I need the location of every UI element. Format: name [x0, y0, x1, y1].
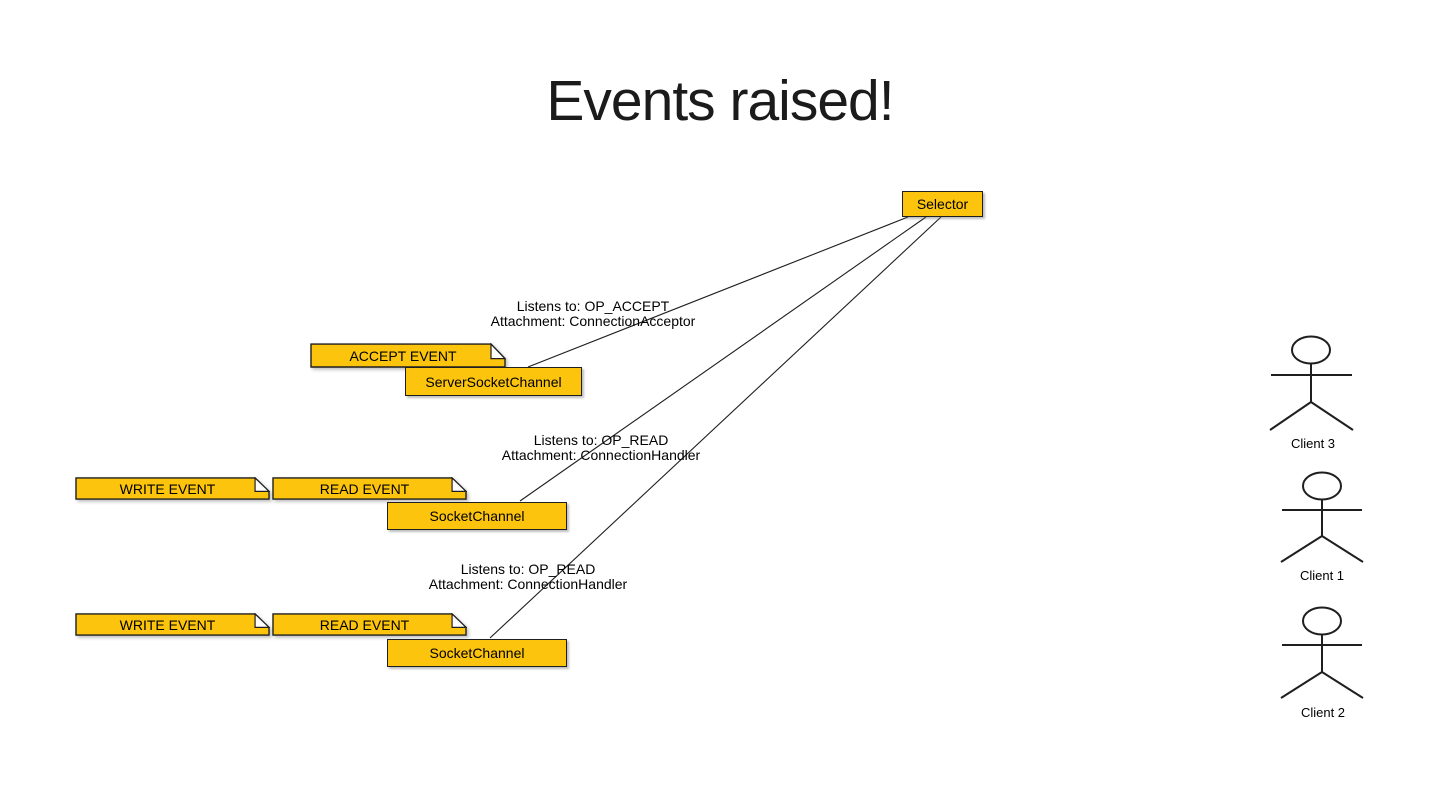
selector-to-socketchannel1-line: [519, 216, 927, 502]
note-shape: [75, 477, 270, 500]
write-event-note-2-label: WRITE EVENT: [119, 616, 216, 633]
selector-to-socketchannel2-line: [489, 216, 942, 639]
read-event-note-1-label: READ EVENT: [319, 480, 410, 497]
selector-box-label: Selector: [916, 196, 969, 212]
accept-annotation-line2: Attachment: ConnectionAcceptor: [490, 313, 696, 329]
accept-annotation-line1: Listens to: OP_ACCEPT: [516, 298, 670, 314]
selector-to-serversocketchannel-line: [527, 216, 909, 368]
note-shape: [75, 613, 270, 636]
note-shape: [272, 477, 467, 500]
client-2-label: Client 2: [1300, 705, 1346, 720]
actor-client-3-figure: [1269, 335, 1354, 431]
read-event-note-1: READ EVENT: [272, 477, 467, 500]
write-event-note-2: WRITE EVENT: [75, 613, 270, 636]
actor-client-2-figure: [1280, 606, 1364, 699]
socketchannel-box-2-label: SocketChannel: [429, 645, 525, 661]
serversocketchannel-box-label: ServerSocketChannel: [425, 373, 562, 390]
socketchannel-box-2: SocketChannel: [387, 639, 567, 667]
write-event-note-1-label: WRITE EVENT: [119, 480, 216, 497]
accept-event-note-label: ACCEPT EVENT: [349, 347, 457, 364]
client-1-label: Client 1: [1299, 568, 1345, 583]
client3-head-icon: [1291, 335, 1331, 365]
client2-head-icon: [1302, 606, 1342, 636]
socketchannel-box-1-label: SocketChannel: [429, 508, 525, 524]
read2-annotation-line2: Attachment: ConnectionHandler: [428, 576, 628, 592]
accept-event-note: ACCEPT EVENT: [310, 343, 506, 368]
read1-annotation-line2: Attachment: ConnectionHandler: [501, 447, 701, 463]
accept-annotation: Listens to: OP_ACCEPT Attachment: Connec…: [433, 299, 753, 329]
actor-client-1-figure: [1280, 471, 1364, 563]
note-shape: [272, 613, 467, 636]
slide-title: Events raised!: [546, 69, 894, 133]
read1-annotation-line1: Listens to: OP_READ: [533, 432, 669, 448]
client-3-label: Client 3: [1290, 436, 1336, 451]
read-event-note-2-label: READ EVENT: [319, 616, 410, 633]
selector-box: Selector: [902, 191, 983, 217]
note-shape: [310, 343, 506, 368]
read2-annotation: Listens to: OP_READ Attachment: Connecti…: [368, 562, 688, 592]
write-event-note-1: WRITE EVENT: [75, 477, 270, 500]
client1-head-icon: [1302, 471, 1342, 501]
serversocketchannel-box: ServerSocketChannel: [405, 367, 582, 396]
read-event-note-2: READ EVENT: [272, 613, 467, 636]
socketchannel-box-1: SocketChannel: [387, 502, 567, 530]
read2-annotation-line1: Listens to: OP_READ: [460, 561, 596, 577]
read1-annotation: Listens to: OP_READ Attachment: Connecti…: [441, 433, 761, 463]
